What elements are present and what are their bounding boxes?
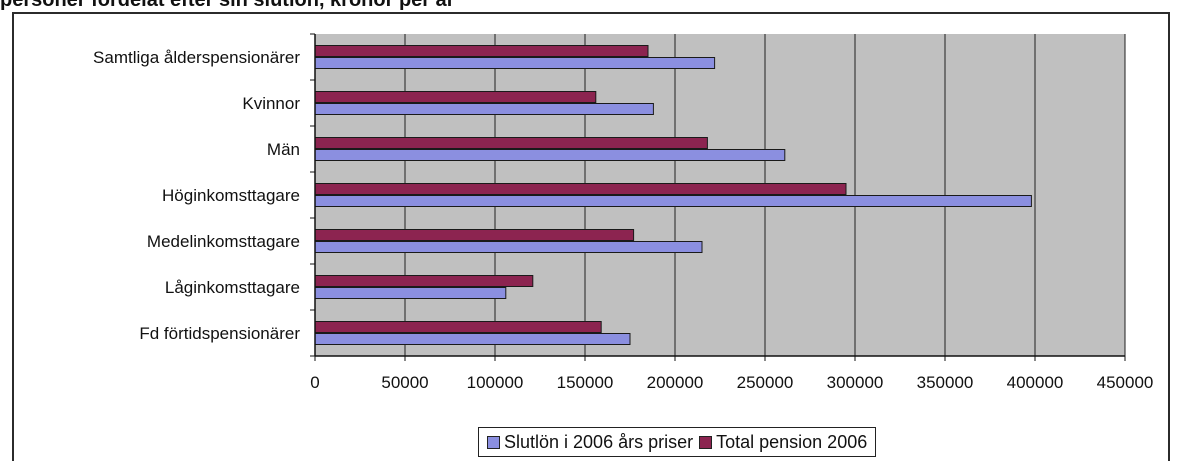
legend-swatch-1 [699, 435, 713, 449]
x-tick-label-8: 400000 [1007, 373, 1064, 392]
x-tick-label-0: 0 [310, 373, 319, 392]
legend: Slutlön i 2006 års priser Total pension … [478, 427, 877, 457]
x-tick-label-3: 150000 [557, 373, 614, 392]
legend-swatch-0 [487, 435, 500, 449]
bar-pension-1 [314, 91, 597, 103]
legend-label-1: Total pension 2006 [716, 431, 868, 452]
x-tick-label-5: 250000 [737, 373, 794, 392]
legend-entry-0: Slutlön i 2006 års priser [487, 432, 693, 453]
category-labels: Samtliga ålderspensionärer Kvinnor Män Högi… [93, 48, 300, 343]
legend-label-0: Slutlön i 2006 års priser [504, 431, 694, 452]
x-tick-label-4: 200000 [647, 373, 704, 392]
bar-pension-6 [314, 321, 602, 333]
chart-title-fragment: personer fördelat efter sin slutlön, kro… [0, 0, 455, 11]
bar-slutlon-1 [314, 103, 654, 115]
category-label-3: Höginkomsttagare [162, 186, 300, 205]
bar-pension-2 [314, 137, 708, 149]
tick-labels: 0 50000 100000 150000 200000 250000 300000 3500… [310, 373, 1153, 392]
category-label-0: Samtliga ålderspensionärer [93, 48, 300, 67]
bar-slutlon-3 [314, 195, 1032, 207]
x-tick-label-1: 50000 [381, 373, 428, 392]
bar-pension-4 [314, 229, 635, 241]
bar-slutlon-0 [314, 57, 716, 69]
bar-slutlon-4 [314, 241, 703, 253]
bar-slutlon-6 [314, 333, 631, 345]
legend-entry-1: Total pension 2006 [699, 432, 867, 453]
bar-slutlon-5 [314, 287, 507, 299]
category-label-6: Fd förtidspensionärer [139, 324, 300, 343]
bars [314, 45, 1032, 345]
x-tick-label-6: 300000 [827, 373, 884, 392]
x-tick-label-9: 450000 [1097, 373, 1154, 392]
bar-pension-0 [314, 45, 649, 57]
bar-pension-5 [314, 275, 534, 287]
x-tick-label-2: 100000 [467, 373, 524, 392]
category-label-4: Medelinkomsttagare [147, 232, 300, 251]
axes [310, 33, 1126, 361]
bar-slutlon-2 [314, 149, 786, 161]
category-label-2: Män [267, 140, 300, 159]
bar-pension-3 [314, 183, 847, 195]
x-tick-label-7: 350000 [917, 373, 974, 392]
category-label-1: Kvinnor [242, 94, 300, 113]
category-label-5: Låginkomsttagare [165, 278, 300, 297]
